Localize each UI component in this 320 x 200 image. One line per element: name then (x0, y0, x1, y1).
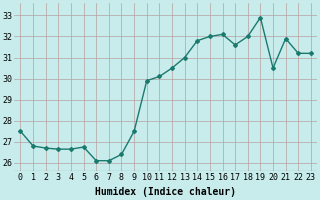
X-axis label: Humidex (Indice chaleur): Humidex (Indice chaleur) (95, 187, 236, 197)
